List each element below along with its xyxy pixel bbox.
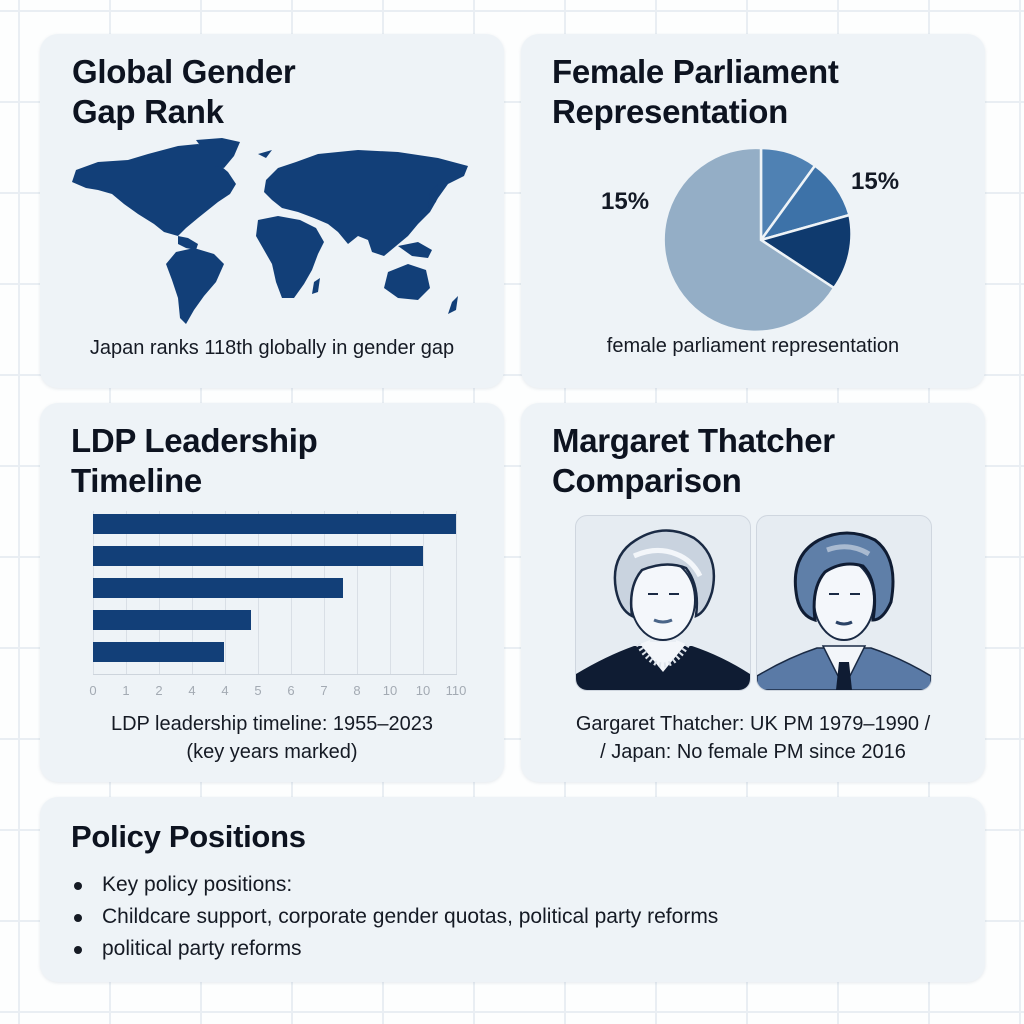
policy-positions-card: Policy Positions Key policy positions: C… (40, 797, 985, 982)
title-line-2: Timeline (71, 462, 202, 499)
tick: 4 (221, 683, 229, 698)
pie-slice-remaining (662, 146, 836, 334)
bar-5 (93, 642, 224, 662)
tick: 110 (445, 683, 467, 698)
ldp-caption: LDP leadership timeline: 1955–2023 (key … (40, 710, 504, 766)
pie-chart (662, 146, 853, 334)
tick: 10 (382, 683, 398, 698)
parliament-caption: female parliament representation (606, 335, 900, 357)
title-line-2: Gap Rank (72, 93, 224, 130)
title-line-1: Margaret Thatcher (552, 422, 835, 459)
caption-line-2: / Japan: No female PM since 2016 (600, 741, 906, 763)
tick: 6 (287, 683, 295, 698)
portrait-thatcher (575, 515, 751, 691)
bar-1 (93, 514, 456, 534)
portrait-japanese-politician (756, 515, 932, 691)
caption-line-1: LDP leadership timeline: 1955–2023 (110, 713, 434, 735)
bullet-icon (74, 882, 82, 890)
card-title: Margaret Thatcher Comparison (552, 421, 835, 501)
caption-line-2: (key years marked) (186, 741, 358, 763)
world-map-icon (72, 138, 468, 324)
title-line-1: Global Gender (72, 53, 296, 90)
pie-label-left: 15% (601, 188, 650, 215)
list-item: Key policy positions: (72, 869, 718, 901)
list-item: Childcare support, corporate gender quot… (72, 901, 718, 933)
list-item: political party reforms (72, 933, 718, 965)
tick: 2 (155, 683, 163, 698)
tick: 4 (188, 683, 196, 698)
caption-line-1: Gargaret Thatcher: UK PM 1979–1990 / (575, 713, 931, 735)
tick: 8 (353, 683, 361, 698)
woman-portrait-icon (576, 529, 750, 690)
parliament-representation-card: Female Parliament Representation 15% 15%… (521, 34, 985, 388)
tick: 5 (254, 683, 262, 698)
list-item-text: Key policy positions: (102, 873, 293, 896)
card-title: Policy Positions (71, 819, 306, 854)
card-title: Global Gender Gap Rank (72, 52, 296, 132)
woman-portrait-icon (757, 531, 931, 690)
pie-slice-3 (758, 213, 853, 290)
tick: 0 (89, 683, 97, 698)
tick: 1 (122, 683, 130, 698)
title-line-1: LDP Leadership (71, 422, 318, 459)
bar-3 (93, 578, 343, 598)
list-item-text: political party reforms (102, 937, 302, 960)
policy-list: Key policy positions: Childcare support,… (72, 869, 718, 965)
card-title: LDP Leadership Timeline (71, 421, 318, 501)
title-line-2: Representation (552, 93, 789, 130)
x-axis-ticks: 0 1 2 4 4 5 6 7 8 10 10 110 (89, 683, 466, 701)
thatcher-comparison-card: Margaret Thatcher Comparison (521, 403, 985, 782)
card-title: Female Parliament Representation (552, 52, 839, 132)
tick: 10 (415, 683, 431, 698)
gender-gap-caption: Japan ranks 118th globally in gender gap (89, 337, 455, 359)
title-line-2: Comparison (552, 462, 742, 499)
bullet-icon (74, 914, 82, 922)
ldp-timeline-card: LDP Leadership Timeline 0 1 2 4 4 5 6 7 … (40, 403, 504, 782)
thatcher-caption: Gargaret Thatcher: UK PM 1979–1990 / / J… (521, 710, 985, 766)
list-item-text: Childcare support, corporate gender quot… (102, 905, 719, 928)
bar-chart (93, 511, 457, 675)
bar-2 (93, 546, 423, 566)
tick: 7 (320, 683, 328, 698)
bar-4 (93, 610, 251, 630)
pie-label-right: 15% (851, 168, 900, 195)
title-line-1: Female Parliament (552, 53, 839, 90)
bullet-icon (74, 946, 82, 954)
gender-gap-rank-card: Global Gender Gap Rank Japan ranks 118th… (40, 34, 504, 388)
